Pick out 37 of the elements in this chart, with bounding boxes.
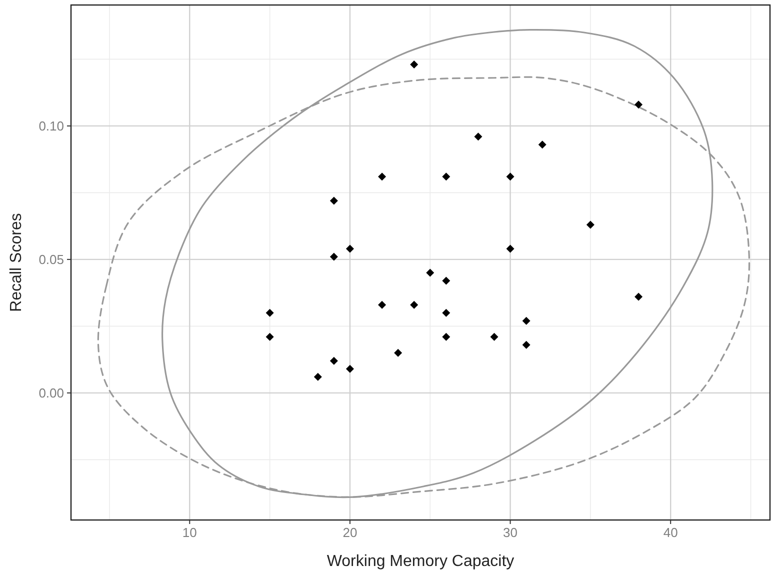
y-tick-label: 0.05 [38,252,64,267]
point [394,348,402,357]
y-tick-label: 0.00 [38,385,64,400]
x-tick-label: 20 [342,525,358,540]
point [442,172,450,181]
point [410,60,418,69]
point [442,276,450,285]
x-tick-label: 10 [182,525,197,540]
point [634,100,643,109]
point [474,132,482,141]
point [378,172,386,181]
point [634,292,643,301]
x-tick-label: 40 [663,525,678,540]
x-tick-label: 30 [503,525,518,540]
point [314,372,322,381]
point [490,332,498,341]
point [442,308,450,317]
point [330,196,338,205]
point [346,364,354,373]
point [410,300,418,309]
point [346,244,354,253]
y-axis-title: Recall Scores [8,213,25,312]
point [522,316,530,325]
point [538,140,546,149]
point [266,308,274,317]
point [522,340,530,349]
point [506,172,514,181]
point [266,332,274,341]
point [378,300,386,309]
point [586,220,594,229]
point [442,332,450,341]
point [506,244,514,253]
x-axis-title: Working Memory Capacity [326,553,514,570]
y-tick-label: 0.10 [38,118,64,134]
point [330,356,338,365]
point [330,252,338,261]
point [426,268,434,277]
